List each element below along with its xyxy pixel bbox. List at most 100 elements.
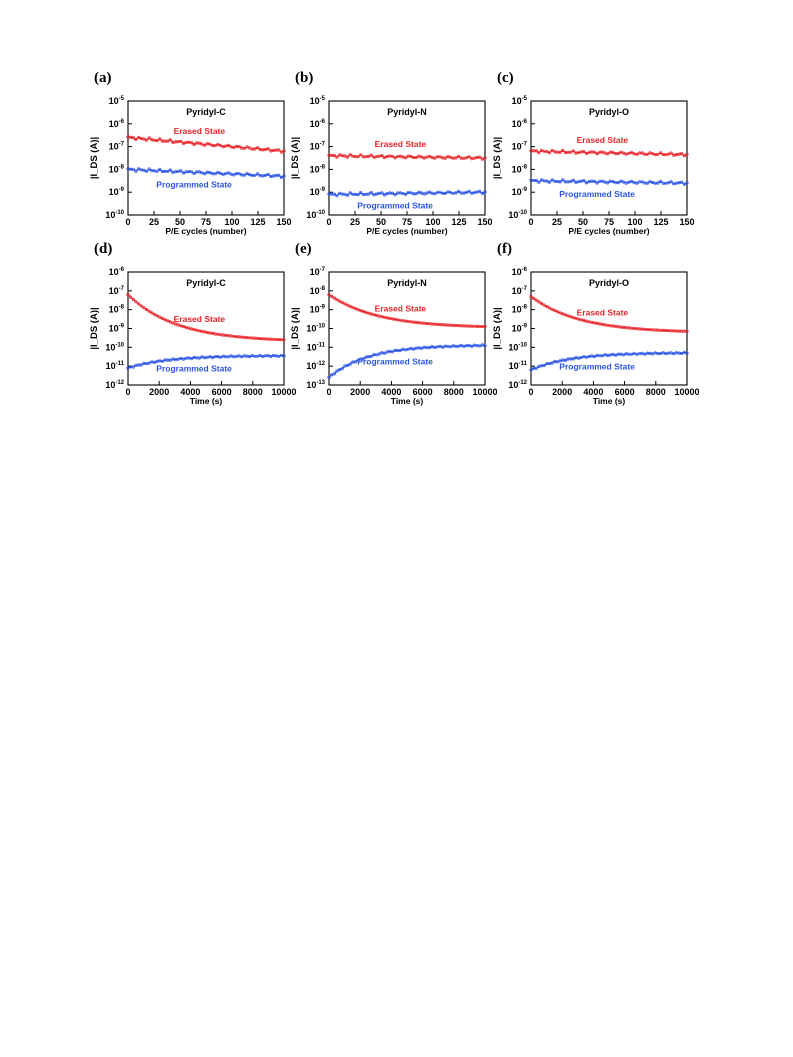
data-point (343, 192, 347, 196)
data-point (150, 311, 154, 315)
data-point (459, 343, 463, 348)
data-point (582, 149, 586, 154)
data-point (282, 338, 286, 342)
data-point (425, 155, 429, 159)
data-point (414, 192, 418, 196)
data-point (595, 152, 599, 156)
data-point (152, 312, 156, 316)
data-point (218, 143, 223, 148)
data-point (218, 355, 223, 359)
data-point (685, 351, 689, 355)
y-tick-label: 10-12 (306, 361, 325, 371)
data-point (359, 153, 363, 157)
data-point (419, 346, 424, 351)
y-tick-label: 10-7 (310, 267, 326, 277)
data-point (635, 152, 639, 156)
y-axis-label: |I_DS (A)| (290, 137, 301, 179)
data-point (393, 193, 397, 197)
data-point (579, 356, 583, 360)
data-point (603, 180, 607, 184)
x-tick-label: 8000 (646, 387, 666, 397)
data-point (584, 181, 589, 185)
data-point (147, 361, 151, 365)
y-tick-label: 10-9 (512, 187, 528, 197)
x-tick-label: 4000 (583, 387, 603, 397)
x-tick-label: 150 (679, 217, 694, 227)
data-point (338, 299, 342, 303)
data-point (218, 171, 223, 175)
x-axis-label: Time (s) (190, 396, 223, 406)
x-tick-label: 75 (604, 217, 614, 227)
x-tick-label: 6000 (615, 387, 635, 397)
x-tick-label: 50 (175, 217, 185, 227)
x-tick-label: 50 (376, 217, 386, 227)
data-point (168, 358, 172, 362)
data-point (213, 172, 217, 176)
data-point (139, 304, 143, 308)
data-point (189, 170, 194, 174)
data-point (539, 302, 544, 306)
data-point (680, 351, 684, 356)
data-point (390, 154, 395, 158)
series-erased: Erased State (327, 139, 487, 161)
x-tick-label: 25 (552, 217, 562, 227)
data-point (142, 137, 146, 141)
series-erased: Erased State (529, 294, 689, 333)
data-point (441, 345, 445, 349)
x-tick-label: 50 (578, 217, 588, 227)
data-point (266, 172, 270, 176)
data-point (419, 191, 424, 195)
data-point (134, 300, 138, 304)
data-point (345, 363, 350, 368)
data-point (680, 152, 684, 156)
data-point (531, 296, 536, 301)
data-point (166, 139, 170, 143)
data-point (542, 303, 546, 307)
data-point (197, 356, 201, 360)
data-point (419, 155, 424, 159)
y-tick-label: 10-8 (310, 164, 326, 174)
data-point (137, 302, 141, 306)
data-point (409, 191, 413, 195)
data-point (555, 310, 560, 314)
data-point (611, 180, 615, 184)
data-point (361, 357, 366, 361)
data-point (171, 321, 175, 325)
data-point (279, 150, 284, 154)
data-point (131, 365, 135, 369)
data-point (229, 354, 233, 358)
data-point (643, 352, 647, 356)
data-point (650, 152, 655, 156)
series-programmed: Programmed State (126, 353, 286, 373)
data-point (282, 174, 286, 178)
x-tick-label: 6000 (212, 387, 232, 397)
panel-letter: (f) (497, 241, 512, 257)
data-point (147, 136, 151, 140)
data-point (433, 192, 437, 196)
data-point (635, 181, 639, 185)
data-point (438, 190, 442, 194)
chart-panel-c: (c) 10-10 10-9 10-8 10-7 10-6 10-5 0 25 50 75 100 12… (492, 70, 695, 236)
data-point (606, 181, 610, 185)
series-programmed: Programmed State (327, 343, 487, 380)
x-tick-label: 150 (276, 217, 291, 227)
data-point (181, 325, 186, 329)
data-point (427, 154, 432, 158)
data-point (537, 151, 541, 155)
data-point (139, 363, 143, 367)
y-tick-label: 10-6 (109, 119, 125, 129)
data-point (571, 149, 575, 153)
chart-panel-e: (e) 10-13 10-12 10-11 10-10 10-9 10-8 10-7 0 2000… (290, 241, 498, 406)
data-point (582, 179, 586, 183)
data-point (208, 355, 212, 359)
data-point (382, 156, 387, 160)
data-point (152, 360, 156, 365)
data-point (181, 171, 186, 175)
data-point (616, 181, 620, 185)
data-point (571, 178, 575, 182)
data-point (200, 355, 204, 359)
data-point (155, 314, 159, 318)
data-point (282, 354, 286, 358)
data-point (404, 156, 408, 160)
data-point (131, 297, 135, 302)
